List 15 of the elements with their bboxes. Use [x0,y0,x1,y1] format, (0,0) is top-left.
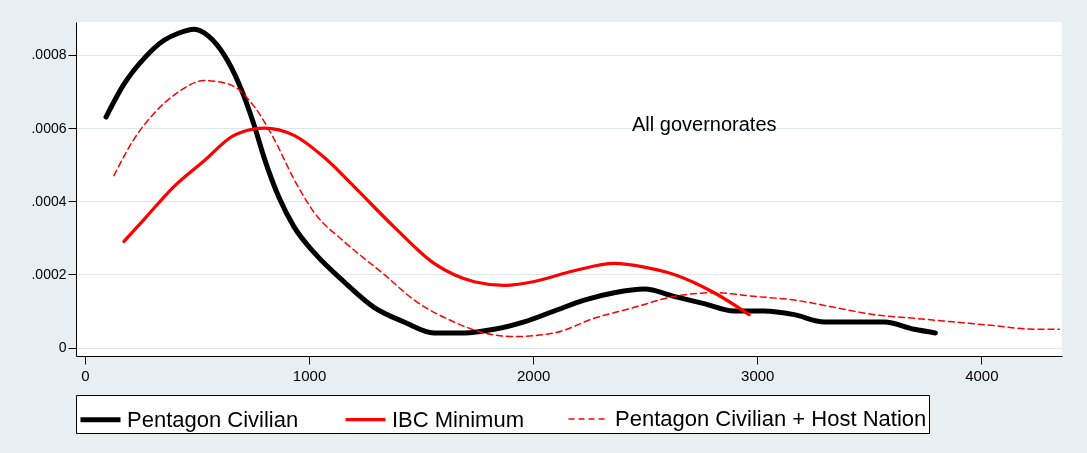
y-tick-label: .0004 [31,192,67,209]
y-tick-label: 0 [58,339,67,356]
x-tick-label: 4000 [965,366,999,384]
line-series [113,79,1061,338]
x-tick-label: 1000 [292,366,327,384]
legend-label: IBC Minimum [392,406,525,432]
annotation: All governorates [632,113,777,135]
y-tick-label: .0006 [31,119,67,136]
x-tick-label: 0 [81,366,90,384]
x-tick-label: 2000 [516,366,551,384]
x-tick-label: 3000 [741,366,775,384]
legend-label: Pentagon Civilian + Host Nation [615,406,927,431]
legend-label: Pentagon Civilian [127,406,299,432]
y-tick-label: .0008 [31,46,67,63]
y-tick-label: .0002 [31,265,67,282]
